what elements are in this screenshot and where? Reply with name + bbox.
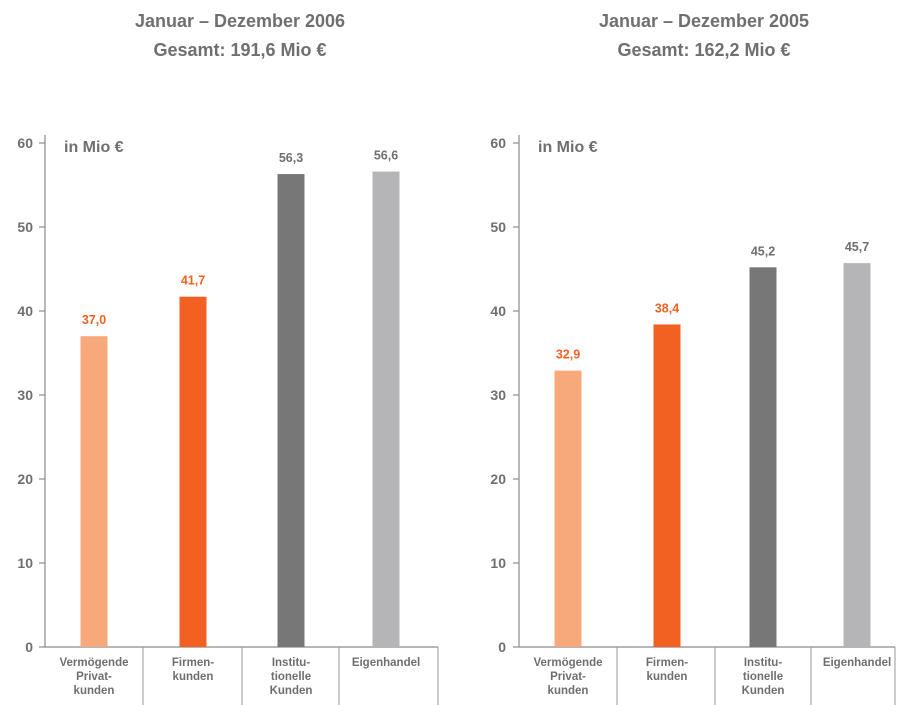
data-label: 56,3 — [279, 151, 303, 165]
category-label: Institu-tionelle Kunden — [742, 657, 785, 697]
y-tick-label: 10 — [17, 555, 33, 571]
category-label: Eigenhandel — [352, 657, 420, 669]
data-label: 45,2 — [751, 244, 775, 258]
category-label: Vermögende Privat-kunden — [59, 657, 128, 697]
chart-title-2005: Januar – Dezember 2005 — [599, 11, 809, 31]
data-label: 32,9 — [556, 348, 580, 362]
y-tick-label: 30 — [17, 387, 33, 403]
y-tick-label: 20 — [490, 471, 506, 487]
bar — [843, 263, 871, 647]
y-tick-label: 50 — [17, 219, 33, 235]
y-tick-label: 10 — [490, 555, 506, 571]
category-label: Vermögende Privat-kunden — [533, 657, 602, 697]
bar — [749, 267, 777, 647]
bar — [653, 324, 681, 647]
data-label: 41,7 — [181, 274, 205, 288]
bar — [80, 336, 108, 647]
data-label: 56,6 — [374, 149, 398, 163]
bar-chart-2006: 0 10 20 30 40 50 60 37,0 Vermögende Privat-kunden… — [17, 135, 439, 705]
bar — [277, 174, 305, 647]
y-tick-label: 0 — [498, 639, 506, 655]
category-label: Institu-tionelle Kunden — [270, 657, 313, 697]
data-label: 38,4 — [655, 301, 679, 315]
data-label: 45,7 — [845, 240, 869, 254]
data-label: 37,0 — [82, 313, 106, 327]
chart-title-2006: Januar – Dezember 2006 — [135, 11, 345, 31]
chart-subtitle-2006: Gesamt: 191,6 Mio € — [153, 40, 326, 60]
y-tick-label: 60 — [17, 135, 33, 151]
bar-chart-2005: 0 10 20 30 40 50 60 32,9 Vermögende Privat-kunden… — [490, 135, 896, 705]
y-unit-label-2005: in Mio € — [538, 139, 598, 156]
y-unit-label-2006: in Mio € — [64, 139, 124, 156]
chart-subtitle-2005: Gesamt: 162,2 Mio € — [617, 40, 790, 60]
category-label: Firmen-kunden — [646, 657, 688, 683]
y-tick-label: 60 — [490, 135, 506, 151]
y-tick-label: 0 — [25, 639, 33, 655]
bar — [372, 171, 400, 647]
y-tick-label: 30 — [490, 387, 506, 403]
category-label: Eigenhandel — [823, 657, 891, 669]
bar — [554, 370, 582, 647]
y-tick-label: 40 — [17, 303, 33, 319]
y-tick-label: 50 — [490, 219, 506, 235]
y-tick-label: 40 — [490, 303, 506, 319]
bar — [179, 296, 207, 647]
category-label: Firmen-kunden — [172, 657, 214, 683]
y-tick-label: 20 — [17, 471, 33, 487]
